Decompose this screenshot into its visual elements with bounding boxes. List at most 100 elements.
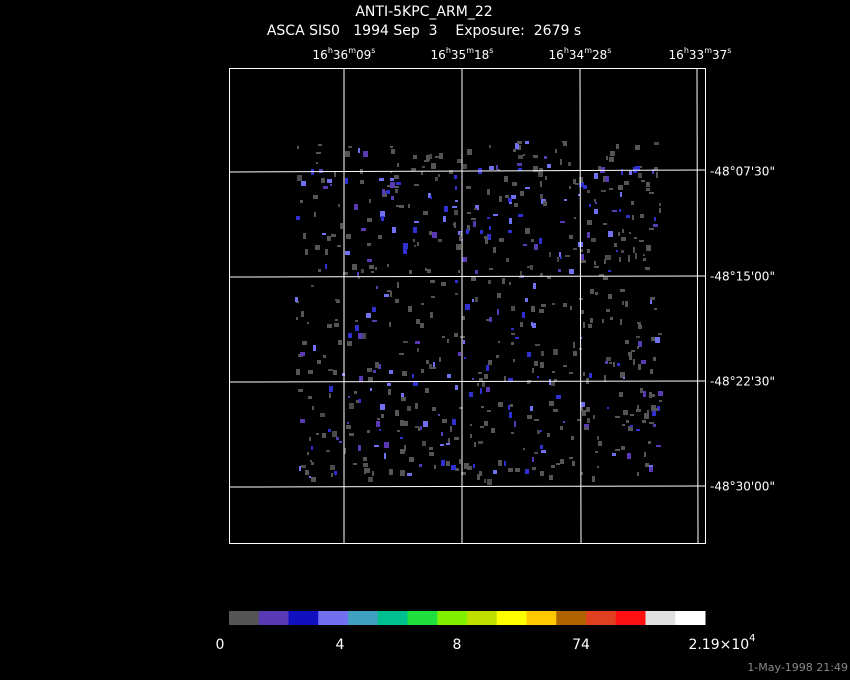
pixel <box>472 299 474 302</box>
colorbar-swatch <box>496 611 527 625</box>
pixel <box>620 372 625 378</box>
pixel <box>511 195 516 199</box>
pixel <box>479 471 482 476</box>
pixel <box>595 292 598 295</box>
pixel <box>553 349 558 355</box>
pixel <box>603 176 606 182</box>
pixel <box>297 175 302 181</box>
pixel <box>604 375 606 380</box>
dec-label: -48°30'00" <box>710 480 775 494</box>
pixel <box>551 382 555 386</box>
colorbar-swatch <box>615 611 646 625</box>
pixel <box>380 404 385 410</box>
pixel <box>601 167 605 170</box>
pixel <box>498 460 502 466</box>
pixel <box>628 255 630 259</box>
pixel <box>458 352 461 356</box>
pixel <box>534 452 538 454</box>
pixel <box>573 248 577 250</box>
pixel <box>318 144 322 146</box>
pixel <box>357 272 359 276</box>
pixel <box>547 433 550 437</box>
pixel <box>459 407 463 409</box>
pixel <box>367 430 370 433</box>
pixel <box>325 249 328 255</box>
pixel <box>580 402 585 407</box>
pixel <box>565 255 570 257</box>
pixel <box>349 433 354 436</box>
pixel <box>594 173 598 179</box>
pixel <box>513 149 516 152</box>
pixel <box>442 419 447 423</box>
pixel <box>518 155 523 159</box>
pixel <box>316 162 318 164</box>
pixel <box>622 229 624 233</box>
pixel <box>623 377 625 379</box>
pixel <box>426 360 429 364</box>
pixel <box>421 369 424 373</box>
pixel <box>319 169 323 173</box>
pixel <box>366 468 370 473</box>
pixel <box>470 434 472 438</box>
pixel <box>527 352 531 357</box>
pixel <box>612 453 616 456</box>
pixel <box>628 426 633 431</box>
pixel <box>656 172 658 178</box>
pixel <box>299 466 301 471</box>
pixel <box>400 420 404 426</box>
pixel <box>466 229 469 234</box>
pixel <box>417 242 419 246</box>
pixel <box>347 341 352 346</box>
pixel <box>598 441 602 446</box>
pixel <box>371 271 374 273</box>
pixel <box>637 405 639 410</box>
pixel <box>658 391 663 396</box>
ra-label-part: 36 <box>333 48 348 62</box>
pixel <box>595 451 598 453</box>
pixel <box>400 470 405 476</box>
pixel <box>496 165 498 170</box>
pixel <box>379 429 381 431</box>
ra-label-part: 09 <box>356 48 371 62</box>
pixel <box>617 363 620 366</box>
pixel <box>635 253 637 259</box>
pixel <box>361 228 366 231</box>
pixel <box>430 280 435 283</box>
pixel <box>609 157 614 162</box>
pixel <box>605 361 608 364</box>
pixel <box>300 200 303 203</box>
pixel <box>558 269 561 272</box>
pixel <box>389 322 391 327</box>
pixel <box>579 182 584 187</box>
pixel <box>394 186 399 188</box>
pixel <box>384 442 389 448</box>
pixel <box>358 277 360 279</box>
pixel <box>573 342 575 348</box>
pixel <box>608 270 611 272</box>
pixel <box>372 320 377 322</box>
pixel <box>608 231 613 237</box>
pixel <box>630 414 634 416</box>
pixel <box>541 304 546 307</box>
pixel <box>539 238 542 244</box>
pixel <box>349 403 354 409</box>
pixel <box>659 208 661 213</box>
pixel <box>568 162 571 166</box>
pixel <box>640 166 642 168</box>
pixel <box>484 421 488 426</box>
pixel <box>602 319 604 323</box>
pixel <box>296 317 298 320</box>
pixel <box>395 410 399 416</box>
pixel <box>563 141 567 146</box>
pixel <box>518 214 523 217</box>
pixel <box>484 479 486 483</box>
pixel <box>413 155 417 159</box>
pixel <box>397 163 399 167</box>
ra-label: 16h36m09s <box>313 46 376 62</box>
pixel <box>532 457 534 462</box>
pixel <box>615 416 620 418</box>
pixel <box>384 294 389 297</box>
pixel <box>387 264 389 267</box>
pixel <box>646 188 650 191</box>
pixel <box>540 194 543 199</box>
